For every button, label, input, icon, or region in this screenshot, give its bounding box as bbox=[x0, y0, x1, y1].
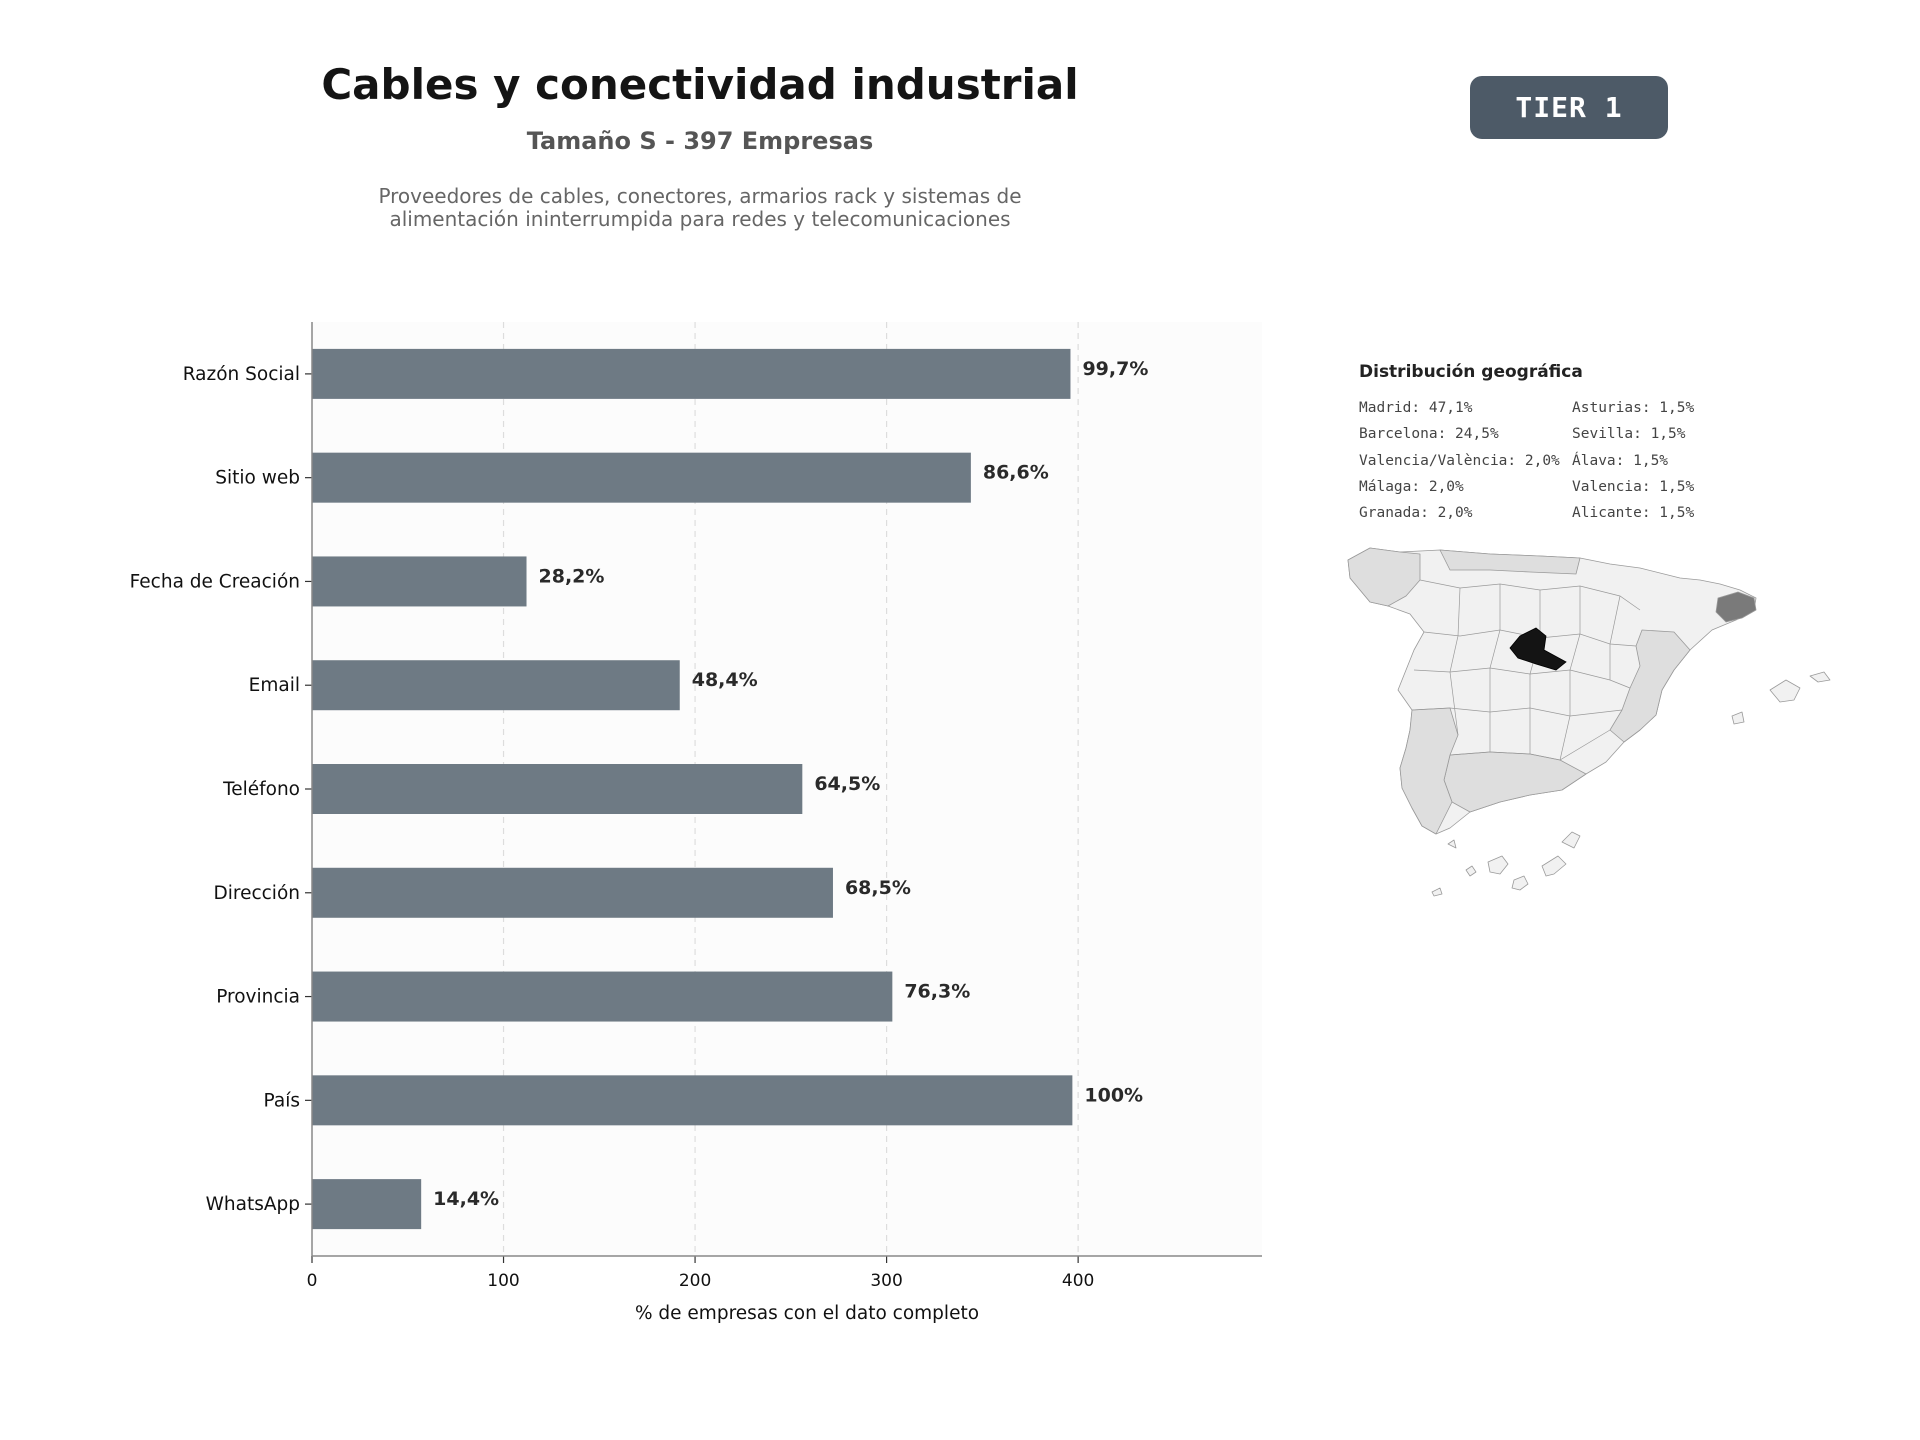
description-line-2: alimentación ininterrumpida para redes y… bbox=[389, 207, 1011, 231]
map-island-canary bbox=[1541, 855, 1567, 877]
data-label: 48,4% bbox=[692, 669, 758, 691]
data-label: 64,5% bbox=[814, 773, 880, 795]
bar bbox=[312, 971, 893, 1022]
map-region-north bbox=[1439, 549, 1581, 575]
y-tick-label: Sitio web bbox=[215, 468, 300, 489]
bar bbox=[312, 660, 680, 711]
x-tick-label: 100 bbox=[487, 1271, 519, 1291]
map-region-southwest bbox=[1399, 707, 1459, 835]
geo-item: Alicante: 1,5% bbox=[1572, 505, 1695, 522]
tier-badge: TIER 1 bbox=[1470, 76, 1668, 139]
x-axis-title: % de empresas con el dato completo bbox=[635, 1303, 979, 1324]
bar-chart: 0 100 200 300 400 Razón Social 99,7% Sitio web 8… bbox=[130, 322, 1262, 1324]
bar bbox=[312, 348, 1071, 399]
geo-item: Granada: 2,0% bbox=[1359, 505, 1473, 522]
y-tick-label: Razón Social bbox=[183, 364, 300, 385]
map-island-ibiza bbox=[1731, 711, 1745, 725]
map-region-east bbox=[1609, 629, 1691, 743]
bar bbox=[312, 867, 833, 918]
map-province-border bbox=[1559, 586, 1581, 761]
map-province-border bbox=[1529, 590, 1541, 754]
map-province-border bbox=[1489, 584, 1501, 752]
geo-item: Álava: 1,5% bbox=[1572, 452, 1669, 469]
map-island-canary bbox=[1431, 887, 1443, 897]
bar bbox=[312, 452, 971, 503]
geo-item: Barcelona: 24,5% bbox=[1359, 426, 1499, 443]
data-label: 68,5% bbox=[845, 877, 911, 899]
geo-list-column-1: Madrid: 47,1% Barcelona: 24,5% Valencia/… bbox=[1359, 398, 1560, 529]
y-tick-label: Dirección bbox=[214, 883, 301, 904]
geo-item: Madrid: 47,1% bbox=[1359, 400, 1473, 416]
geo-item: Asturias: 1,5% bbox=[1572, 400, 1695, 416]
y-tick-label: Email bbox=[249, 675, 300, 696]
data-label: 99,7% bbox=[1082, 358, 1148, 380]
geo-distribution-title: Distribución geográfica bbox=[1359, 362, 1583, 382]
y-tick-label: Provincia bbox=[216, 987, 300, 1008]
map-province-border bbox=[1449, 587, 1461, 736]
map-island-canary bbox=[1561, 831, 1581, 849]
page-subtitle: Tamaño S - 397 Empresas bbox=[526, 127, 874, 155]
y-tick-label: País bbox=[264, 1090, 300, 1111]
map-region-northwest bbox=[1347, 547, 1421, 607]
data-label: 86,6% bbox=[983, 462, 1049, 484]
page-title: Cables y conectividad industrial bbox=[321, 60, 1079, 109]
bar bbox=[312, 764, 803, 814]
map-province-border bbox=[1609, 595, 1621, 680]
map-island-canary bbox=[1487, 855, 1509, 875]
map-island-canary bbox=[1511, 875, 1529, 891]
map-island-canary bbox=[1465, 865, 1477, 877]
map-island-menorca bbox=[1809, 671, 1831, 683]
spain-province-map bbox=[1347, 547, 1831, 897]
geo-item: Sevilla: 1,5% bbox=[1572, 426, 1686, 443]
data-label: 76,3% bbox=[904, 981, 970, 1003]
x-tick-label: 300 bbox=[870, 1271, 902, 1291]
geo-item: Valencia: 1,5% bbox=[1572, 478, 1695, 495]
map-island-mallorca bbox=[1769, 679, 1801, 703]
y-tick-label: WhatsApp bbox=[206, 1194, 300, 1215]
geo-list-column-2: Asturias: 1,5% Sevilla: 1,5% Álava: 1,5%… bbox=[1572, 398, 1694, 529]
data-label: 14,4% bbox=[433, 1188, 499, 1210]
bar bbox=[312, 1075, 1073, 1126]
x-tick-label: 200 bbox=[679, 1271, 711, 1291]
x-tick-label: 400 bbox=[1062, 1271, 1094, 1291]
data-label: 100% bbox=[1084, 1084, 1143, 1106]
bar bbox=[312, 1179, 422, 1230]
geo-item: Valencia/València: 2,0% bbox=[1359, 452, 1560, 469]
y-tick-label: Fecha de Creación bbox=[130, 571, 300, 592]
map-province-border bbox=[1411, 707, 1623, 717]
map-region-madrid bbox=[1509, 627, 1567, 671]
bar bbox=[312, 556, 527, 607]
geo-item: Málaga: 2,0% bbox=[1359, 478, 1464, 495]
page-description: Proveedores de cables, conectores, armar… bbox=[320, 185, 1080, 231]
y-tick-label: Teléfono bbox=[222, 779, 300, 800]
map-region-barcelona bbox=[1715, 591, 1757, 623]
description-line-1: Proveedores de cables, conectores, armar… bbox=[378, 184, 1022, 208]
data-label: 28,2% bbox=[539, 565, 605, 587]
x-tick-label: 0 bbox=[307, 1271, 318, 1291]
map-island-canary bbox=[1447, 839, 1457, 849]
